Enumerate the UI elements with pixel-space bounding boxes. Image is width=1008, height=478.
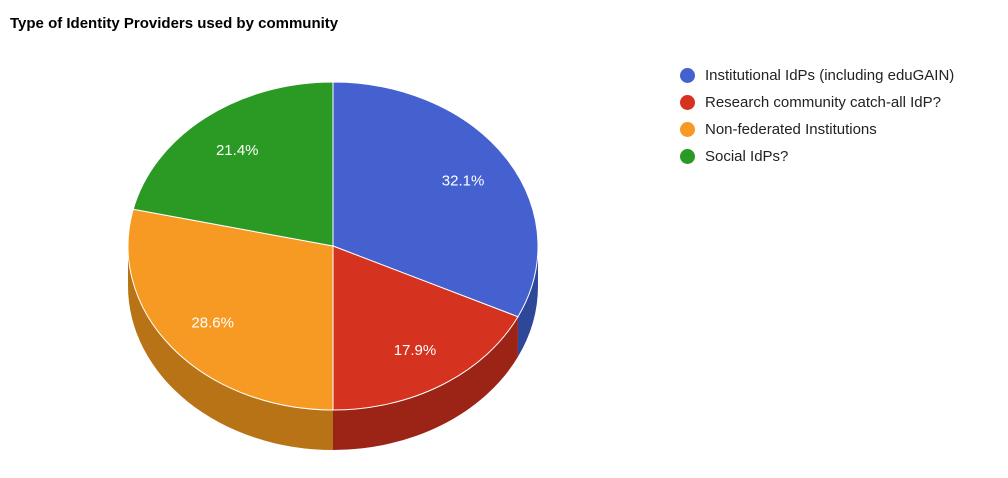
legend-marker [680, 68, 695, 83]
legend-item[interactable]: Social IdPs? [680, 143, 954, 170]
legend-item[interactable]: Research community catch-all IdP? [680, 89, 954, 116]
legend-marker [680, 95, 695, 110]
pie-slice-side [128, 246, 333, 450]
legend: Institutional IdPs (including eduGAIN) Re… [680, 62, 954, 170]
legend-label: Institutional IdPs (including eduGAIN) [705, 67, 955, 84]
slice-label: 21.4% [216, 142, 259, 159]
legend-marker [680, 122, 695, 137]
pie-slice-side [517, 246, 538, 357]
slice-label: 28.6% [191, 315, 234, 332]
pie-slice[interactable] [132, 81, 334, 247]
pie-slice[interactable] [332, 245, 519, 411]
pie-slice[interactable] [332, 81, 539, 318]
legend-item[interactable]: Institutional IdPs (including eduGAIN) [680, 62, 954, 89]
pie-slice-side [333, 316, 518, 450]
legend-label: Non-federated Institutions [705, 121, 877, 138]
chart-title: Type of Identity Providers used by commu… [10, 15, 339, 32]
slice-label: 32.1% [442, 172, 485, 189]
legend-label: Research community catch-all IdP? [705, 94, 941, 111]
slice-label: 17.9% [394, 342, 437, 359]
legend-item[interactable]: Non-federated Institutions [680, 116, 954, 143]
legend-marker [680, 149, 695, 164]
pie-slice[interactable] [127, 208, 334, 411]
legend-label: Social IdPs? [705, 148, 789, 165]
